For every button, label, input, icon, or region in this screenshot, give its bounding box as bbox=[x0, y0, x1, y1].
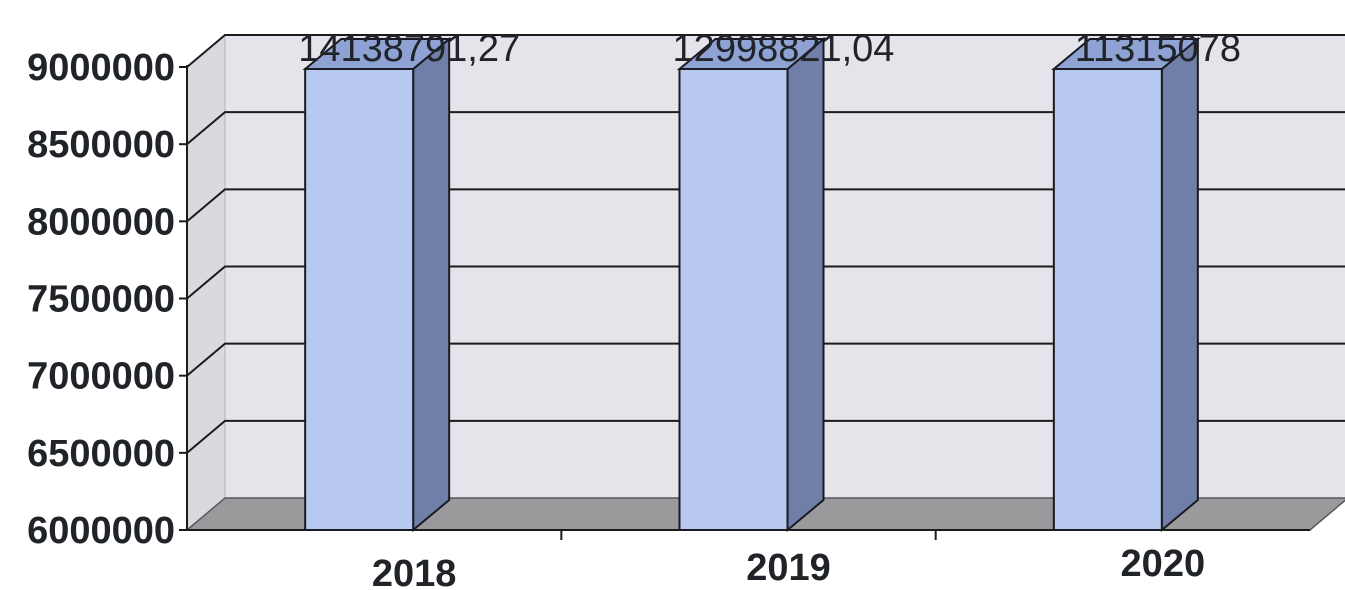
y-tick-label: 8000000 bbox=[27, 201, 175, 243]
bar bbox=[1052, 68, 1163, 531]
bar-side bbox=[786, 36, 825, 533]
x-axis-tick-labels: 2018 2019 2020 bbox=[372, 543, 1205, 590]
gridline bbox=[186, 265, 1345, 300]
data-label: 11315078 bbox=[1075, 28, 1241, 70]
y-tick-label: 6000000 bbox=[27, 510, 175, 552]
bars bbox=[302, 36, 1201, 533]
gridline bbox=[186, 34, 1345, 68]
x-tick-label: 2019 bbox=[746, 547, 831, 589]
gridline bbox=[186, 188, 1345, 223]
bar bbox=[304, 68, 415, 531]
gridline bbox=[186, 342, 1345, 377]
y-tick-label: 7000000 bbox=[27, 356, 175, 398]
bar-side bbox=[1160, 36, 1199, 533]
gridlines bbox=[186, 34, 1345, 454]
bar-side bbox=[412, 36, 451, 533]
y-tick-label: 8500000 bbox=[27, 124, 175, 166]
y-tick-label: 6500000 bbox=[27, 433, 175, 475]
data-labels: 14138791,27 12998821,04 11315078 bbox=[298, 28, 1241, 70]
data-label: 14138791,27 bbox=[298, 28, 520, 70]
x-tick-label: 2020 bbox=[1121, 543, 1206, 585]
y-tick-label: 7500000 bbox=[27, 279, 175, 321]
data-label: 12998821,04 bbox=[673, 28, 895, 70]
y-axis-tick-labels: 6000000 6500000 7000000 7500000 8000000 85000… bbox=[27, 47, 175, 552]
gridline bbox=[186, 419, 1345, 454]
x-tick-label: 2018 bbox=[372, 553, 457, 590]
gridline bbox=[186, 111, 1345, 145]
bar bbox=[678, 68, 789, 531]
y-tick-label: 9000000 bbox=[27, 47, 175, 89]
